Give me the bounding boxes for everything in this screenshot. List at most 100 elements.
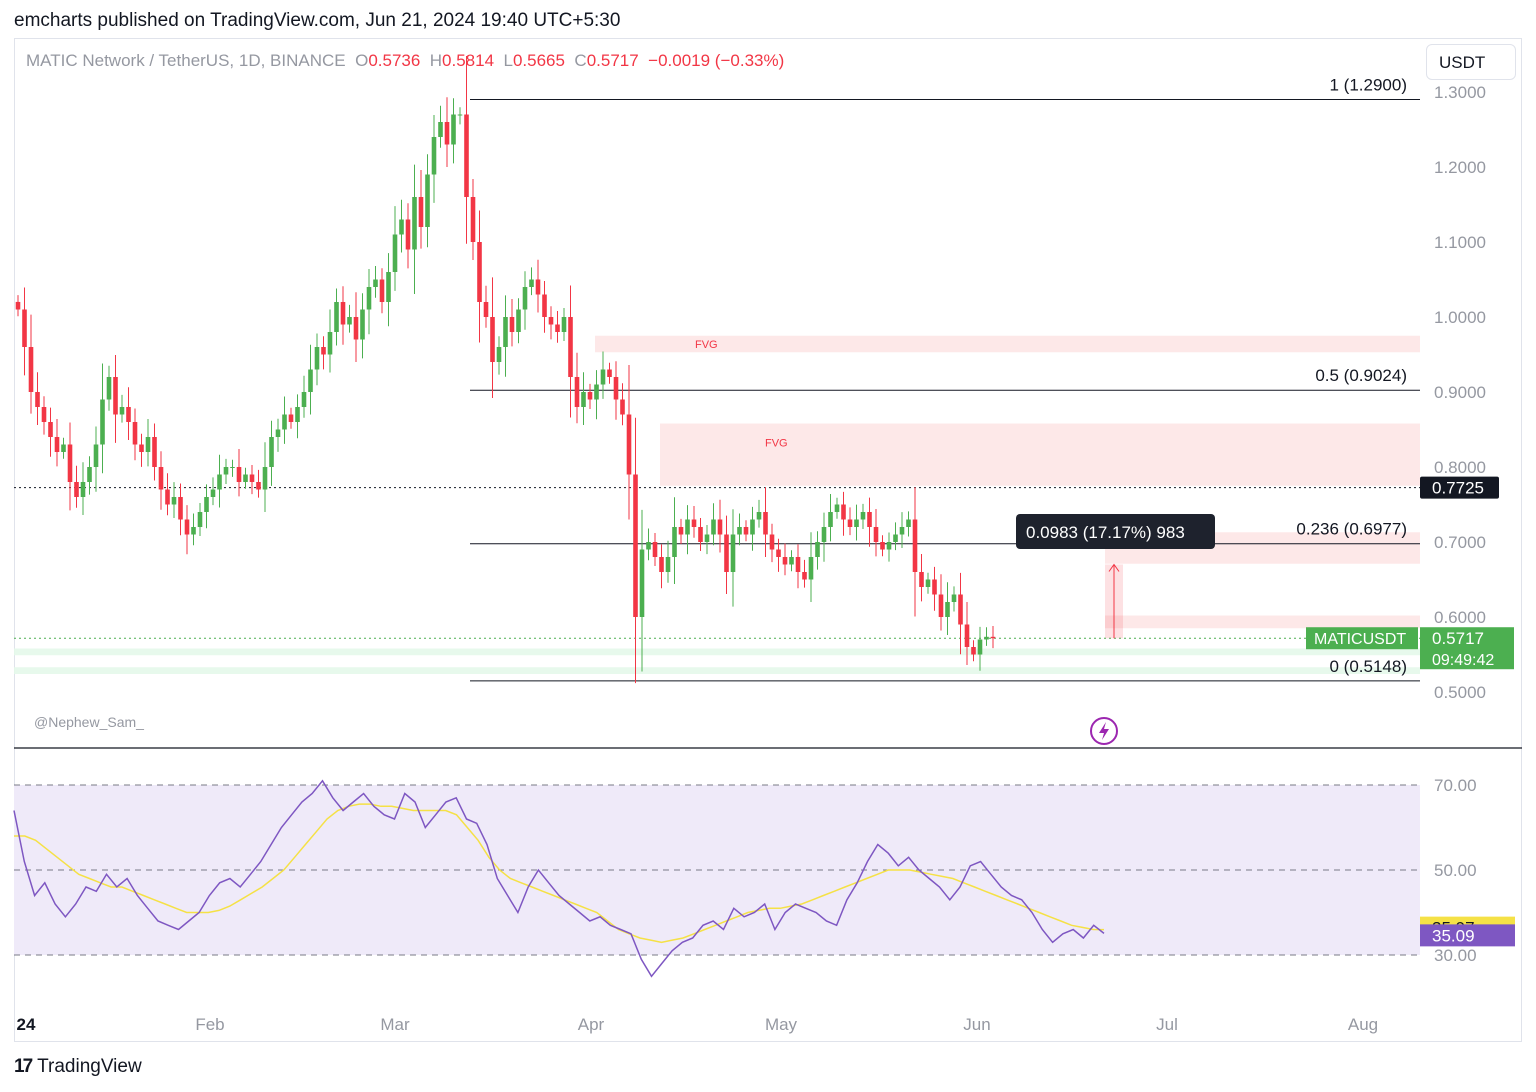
candle (938, 574, 944, 631)
candle (581, 372, 586, 425)
high-label: H (429, 51, 443, 70)
candle-body (971, 647, 976, 655)
time-axis[interactable]: 24 Feb Mar Apr May Jun Jul Aug (17, 1015, 1379, 1034)
candle-body (334, 302, 339, 332)
candle (80, 462, 86, 515)
candle-body (652, 542, 658, 557)
candle (399, 199, 404, 253)
candle (457, 107, 463, 125)
candle (795, 544, 801, 589)
candle (561, 308, 567, 341)
candle (366, 269, 372, 335)
candle-body (477, 242, 482, 302)
candle (613, 361, 619, 420)
candle-body (269, 437, 274, 467)
price-axis[interactable]: 1.3000 1.2000 1.1000 1.0000 0.9000 0.8000 0.70… (1306, 83, 1514, 702)
candle (386, 253, 391, 327)
open-value: 0.5736 (368, 51, 421, 70)
candle-body (418, 197, 424, 227)
candle-body (243, 474, 248, 482)
candle-body (873, 527, 879, 542)
candle-body (431, 137, 437, 175)
candle (48, 407, 53, 457)
candle-body (925, 579, 931, 587)
ohlc-legend: MATIC Network / TetherUS, 1D, BINANCE O0… (26, 51, 784, 71)
candle-body (165, 489, 170, 505)
candle-body (678, 527, 684, 535)
candle-body (750, 519, 755, 535)
candle-body (464, 114, 469, 197)
candle-body (847, 519, 853, 527)
candle-body (54, 437, 60, 452)
candle (789, 550, 794, 572)
candle (477, 210, 482, 343)
candle (815, 531, 820, 570)
lightning-icon[interactable] (1090, 717, 1118, 745)
candle-body (379, 279, 385, 302)
candle (353, 292, 359, 362)
dotted-level-value: 0.7725 (1432, 479, 1484, 498)
candle (301, 375, 307, 418)
candle-body (886, 542, 892, 550)
low-label: L (503, 51, 513, 70)
candle (119, 394, 125, 423)
candle (158, 451, 164, 510)
candle (587, 383, 593, 409)
candle-body (288, 414, 294, 422)
candle (191, 513, 196, 546)
candle-body (249, 474, 255, 482)
candle-body (327, 332, 333, 355)
tradingview-logo[interactable]: 17 TradingView (14, 1056, 142, 1078)
candle-body (392, 234, 398, 272)
candle-body (743, 527, 749, 535)
candle-body (607, 369, 612, 377)
candle (665, 540, 671, 583)
candle-body (782, 557, 788, 565)
currency-button[interactable]: USDT (1426, 44, 1516, 80)
candle (717, 499, 723, 553)
candle (197, 503, 203, 536)
watermark: @Nephew_Sam_ (34, 714, 144, 730)
candle (841, 491, 846, 536)
symbol-title[interactable]: MATIC Network / TetherUS, 1D, BINANCE (26, 51, 346, 70)
candle-body (555, 324, 560, 332)
candle (275, 418, 281, 452)
candle (132, 408, 138, 461)
candle (451, 98, 456, 164)
candle (763, 487, 768, 557)
candle-body (204, 497, 209, 512)
candle (210, 477, 216, 506)
candle (236, 449, 242, 497)
candle-body (386, 272, 391, 302)
candle (646, 528, 651, 561)
candle-body (769, 534, 775, 550)
candle (100, 363, 105, 474)
candle-body (646, 542, 651, 550)
candle (912, 487, 918, 617)
candle-body (217, 474, 222, 490)
candle-body (171, 497, 177, 505)
close-label: C (574, 51, 587, 70)
candle (971, 640, 976, 662)
candle (288, 407, 294, 429)
candle-body (730, 534, 736, 572)
candle (249, 465, 255, 495)
candle-body (340, 302, 346, 325)
candle-body (314, 347, 320, 370)
last-price-value: 0.5717 (1432, 629, 1484, 648)
candle (990, 625, 996, 649)
candle-body (542, 294, 547, 317)
candle-body (28, 347, 34, 392)
candle (652, 533, 658, 566)
price-tick-label: 0.7000 (1434, 533, 1486, 552)
candle-body (821, 527, 827, 542)
fib-label: 0.5 (0.9024) (1315, 366, 1407, 385)
candle (750, 506, 755, 551)
candle (230, 459, 235, 477)
candle (834, 497, 840, 519)
candle (509, 299, 515, 347)
candle-body (587, 392, 593, 400)
candle (756, 499, 762, 528)
candle-body (724, 534, 729, 572)
